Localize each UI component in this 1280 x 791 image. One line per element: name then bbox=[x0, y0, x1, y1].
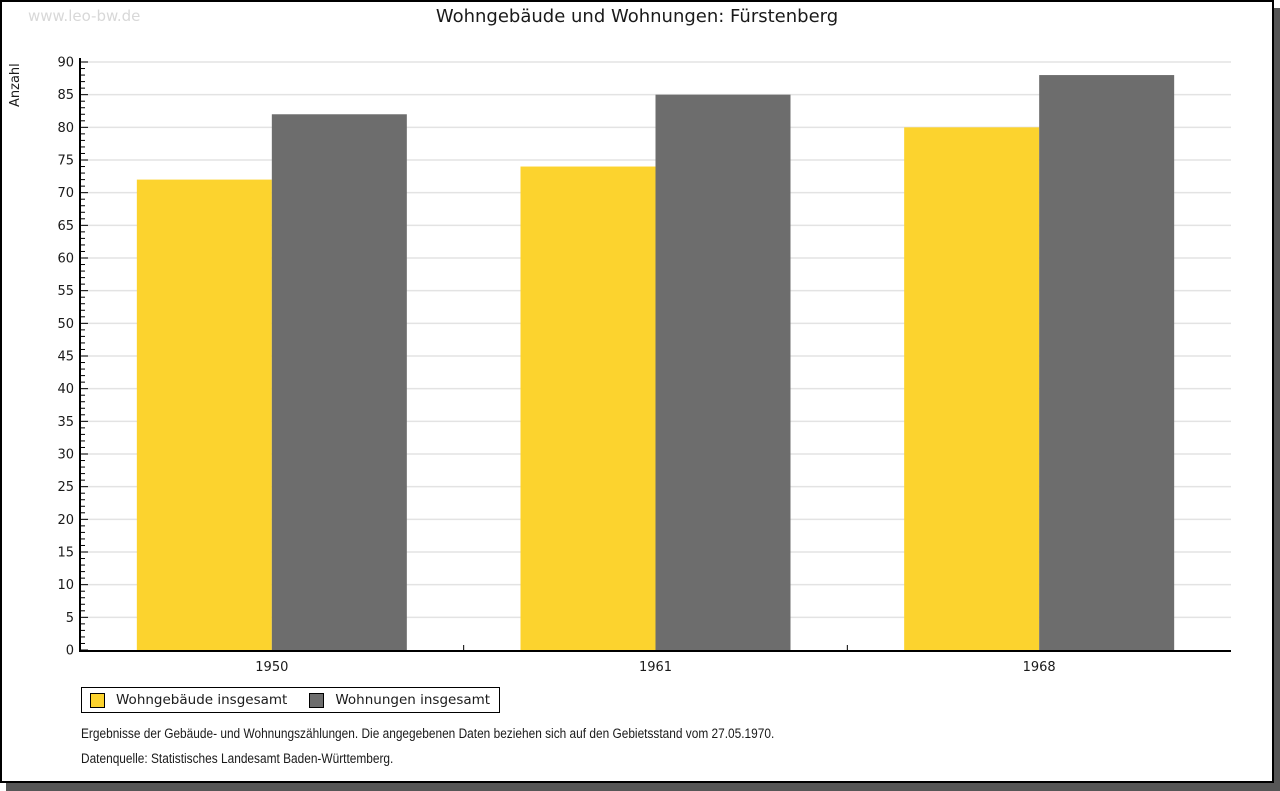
y-tick-label: 50 bbox=[57, 317, 74, 332]
y-tick-label: 55 bbox=[57, 284, 74, 299]
bar-1961-wohngebaeude bbox=[520, 166, 656, 651]
footer-source: Datenquelle: Statistisches Landesamt Bad… bbox=[81, 751, 394, 766]
y-axis-line bbox=[79, 58, 81, 652]
x-axis-label: 1968 bbox=[1023, 660, 1056, 675]
y-tick-label: 30 bbox=[57, 448, 74, 463]
x-axis-line bbox=[79, 650, 1231, 652]
y-tick-label: 20 bbox=[57, 513, 74, 528]
x-axis-label: 1961 bbox=[639, 660, 672, 675]
legend-swatch-wohngebaeude bbox=[90, 692, 105, 708]
bar-1961-wohnungen bbox=[655, 94, 791, 650]
y-tick-label: 60 bbox=[57, 252, 74, 267]
footer-note: Ergebnisse der Gebäude- und Wohnungszähl… bbox=[81, 726, 775, 741]
y-tick-label: 40 bbox=[57, 382, 74, 397]
legend: Wohngebäude insgesamt Wohnungen insgesam… bbox=[81, 687, 501, 713]
bar-chart-plot: 1950 1961 1968 0 5 10 15 20 25 30 35 40 45 50 55 60 65 70… bbox=[57, 56, 1231, 675]
y-tick-label: 0 bbox=[66, 644, 74, 659]
y-tick-label: 85 bbox=[57, 88, 74, 103]
legend-label-wohngebaeude: Wohngebäude insgesamt bbox=[116, 692, 288, 708]
y-tick-label: 5 bbox=[66, 611, 74, 626]
bar-1950-wohnungen bbox=[271, 114, 407, 651]
bar-1968-wohnungen bbox=[1039, 75, 1175, 651]
watermark: www.leo-bw.de bbox=[28, 7, 141, 25]
y-tick-label: 90 bbox=[57, 56, 74, 71]
y-tick-label: 10 bbox=[57, 578, 74, 593]
y-tick-label: 70 bbox=[57, 186, 74, 201]
bar-1968-wohngebaeude bbox=[904, 127, 1040, 651]
legend-label-wohnungen: Wohnungen insgesamt bbox=[335, 692, 491, 708]
y-tick-label: 35 bbox=[57, 415, 74, 430]
y-tick-label: 15 bbox=[57, 546, 74, 561]
legend-swatch-wohnungen bbox=[309, 692, 325, 708]
bar-1950-wohngebaeude bbox=[136, 179, 272, 650]
chart-title: Wohngebäude und Wohnungen: Fürstenberg bbox=[435, 6, 839, 27]
y-tick-label: 75 bbox=[57, 154, 74, 169]
y-tick-label: 25 bbox=[57, 480, 74, 495]
y-tick-label: 80 bbox=[57, 121, 74, 136]
y-tick-label: 45 bbox=[57, 350, 74, 365]
x-axis-label: 1950 bbox=[255, 660, 288, 675]
y-tick-label: 65 bbox=[57, 219, 74, 234]
